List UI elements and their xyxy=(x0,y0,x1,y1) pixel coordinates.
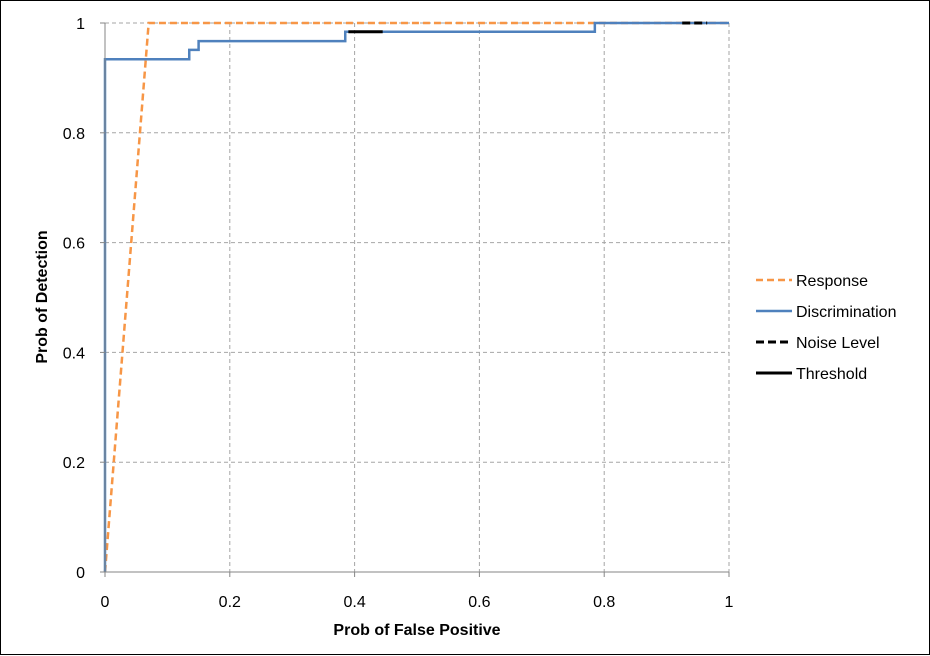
y-tick-label: 0.2 xyxy=(63,455,85,472)
y-tick-label: 1 xyxy=(76,16,85,33)
x-tick-label: 0.8 xyxy=(593,594,615,611)
x-axis-title: Prob of False Positive xyxy=(333,622,500,639)
legend-label-noise-level: Noise Level xyxy=(796,335,880,352)
legend-label-response: Response xyxy=(796,273,868,290)
plot-area xyxy=(105,23,729,572)
y-tick-label: 0.8 xyxy=(63,126,85,143)
y-tick-label: 0 xyxy=(76,565,85,582)
x-tick-label: 0.2 xyxy=(219,594,241,611)
x-tick-label: 0.4 xyxy=(343,594,365,611)
y-axis-title: Prob of Detection xyxy=(34,230,51,363)
tick-labels: 0 0.2 0.4 0.6 0.8 1 0 0.2 0.4 0.6 0.8 1 xyxy=(63,16,734,611)
x-tick-label: 1 xyxy=(725,594,734,611)
x-tick-label: 0 xyxy=(101,594,110,611)
discrimination-series-line xyxy=(103,21,729,572)
legend: Response Discrimination Noise Level Thresho… xyxy=(756,273,896,383)
y-tick-label: 0.4 xyxy=(63,345,85,362)
axes xyxy=(104,23,729,573)
response-series-line xyxy=(103,21,729,573)
x-tick-label: 0.6 xyxy=(468,594,490,611)
legend-label-discrimination: Discrimination xyxy=(796,304,896,321)
series-lines xyxy=(103,21,729,573)
y-tick-label: 0.6 xyxy=(63,236,85,253)
legend-label-threshold: Threshold xyxy=(796,366,867,383)
